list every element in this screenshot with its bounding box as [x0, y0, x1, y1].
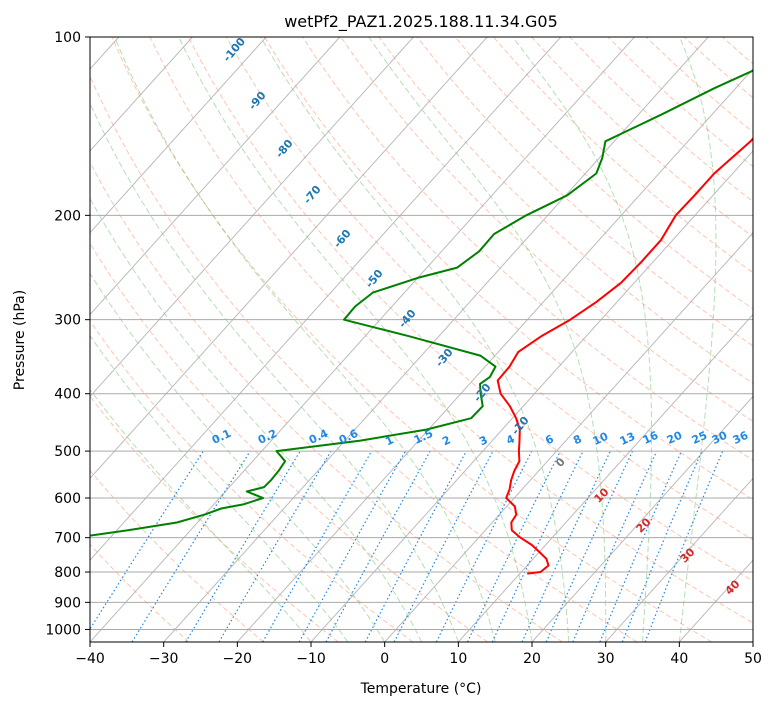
- moist-adiabat-line: [260, 37, 570, 642]
- mixing-ratio-label: 25: [690, 429, 709, 447]
- x-tick-label: −20: [223, 651, 253, 667]
- x-tick-label: 40: [670, 651, 688, 667]
- mixing-ratio-line: [435, 450, 533, 642]
- isotherm-line: [90, 37, 341, 316]
- moist-adiabat-line: [368, 37, 607, 642]
- isotherm-line: [310, 150, 753, 642]
- mixing-ratio-line: [572, 450, 658, 642]
- mixing-ratio-line: [644, 450, 724, 642]
- isotherm-line: [90, 37, 414, 398]
- moist-adiabat-line: [512, 37, 653, 642]
- mixing-ratio-line: [298, 450, 406, 642]
- dry-adiabat-line: [187, 37, 753, 582]
- moist-adiabat-line: [678, 37, 717, 642]
- y-tick-label: 1000: [45, 622, 81, 638]
- x-tick-label: 50: [744, 651, 762, 667]
- dry-adiabat-line: [90, 469, 264, 642]
- y-axis: 100 200 300 400 500 600 700 800 900 1000: [45, 30, 90, 638]
- y-tick-label: 900: [54, 595, 81, 611]
- mixing-ratio-label: 10: [591, 430, 611, 448]
- y-tick-label: 300: [54, 313, 81, 329]
- dry-adiabat-line: [149, 37, 753, 624]
- x-tick-label: 30: [597, 651, 615, 667]
- isotherm-line: [90, 37, 562, 561]
- mixing-ratio-label: 30: [710, 429, 730, 447]
- mixing-ratio-line: [545, 450, 634, 642]
- isotherm-line: [90, 37, 267, 234]
- moist-adiabat-line: [114, 37, 496, 642]
- background-lines: [90, 37, 775, 642]
- mixing-ratio-line: [621, 450, 703, 642]
- plot-frame: [89, 36, 754, 643]
- x-tick-label: 10: [449, 651, 467, 667]
- moist-adiabat-line: [178, 37, 533, 642]
- mixing-ratio-line: [364, 450, 467, 642]
- isotherm-line: [90, 37, 635, 642]
- dewpoint-profile-line: [90, 69, 753, 537]
- chart-title: wetPf2_PAZ1.2025.188.11.34.G05: [284, 12, 558, 32]
- mixing-ratio-line: [131, 450, 251, 642]
- isotherm-line: [90, 37, 193, 152]
- y-tick-label: 400: [54, 387, 81, 403]
- dry-adiabat-line: [454, 37, 753, 310]
- data-series: [90, 69, 753, 575]
- isotherm-line: [531, 395, 753, 642]
- temperature-profile-line: [496, 136, 753, 575]
- x-tick-label: 0: [380, 651, 389, 667]
- mixing-ratio-line: [90, 450, 204, 631]
- dry-adiabat-line: [264, 37, 753, 501]
- mixing-ratio-label: 13: [618, 430, 637, 448]
- x-axis-label: Temperature (°C): [360, 681, 482, 697]
- moist-adiabat-line: [90, 197, 422, 642]
- x-tick-label: −30: [149, 651, 179, 667]
- dry-adiabat-line: [90, 161, 563, 642]
- y-tick-label: 200: [54, 208, 81, 224]
- dry-adiabat-line: [90, 242, 488, 642]
- y-axis-label: Pressure (hPa): [12, 290, 28, 390]
- x-tick-label: −10: [296, 651, 326, 667]
- isotherm-line: [752, 641, 753, 642]
- dry-adiabat-line: [416, 37, 753, 347]
- isotherm-line: [384, 232, 753, 642]
- isotherm-line: [605, 477, 753, 642]
- x-axis: −40 −30 −20 −10 0 10 20 30 40 50: [75, 642, 762, 667]
- isotherm-line: [90, 37, 488, 480]
- dry-adiabat-line: [90, 75, 638, 642]
- y-tick-label: 100: [54, 30, 81, 46]
- isotherm-line: [163, 37, 709, 642]
- mixing-ratio-label: 36: [731, 429, 751, 447]
- y-tick-label: 800: [54, 565, 81, 581]
- isotherm-line: [457, 313, 753, 642]
- mixing-ratio-label: 16: [641, 429, 661, 447]
- isotherm-line: [236, 68, 753, 642]
- y-tick-label: 700: [54, 531, 81, 547]
- dry-adiabat-line: [111, 37, 712, 642]
- moist-adiabat-line: [90, 102, 459, 642]
- x-tick-label: 20: [523, 651, 541, 667]
- mixing-ratio-label: 20: [665, 429, 685, 447]
- y-tick-label: 500: [54, 444, 81, 460]
- dry-adiabat-line: [340, 37, 753, 423]
- mixing-ratio-line: [599, 450, 682, 642]
- dry-adiabat-line: [761, 37, 775, 642]
- mixing-ratio-line: [325, 450, 431, 642]
- y-tick-label: 600: [54, 491, 81, 507]
- x-tick-label: −40: [75, 651, 105, 667]
